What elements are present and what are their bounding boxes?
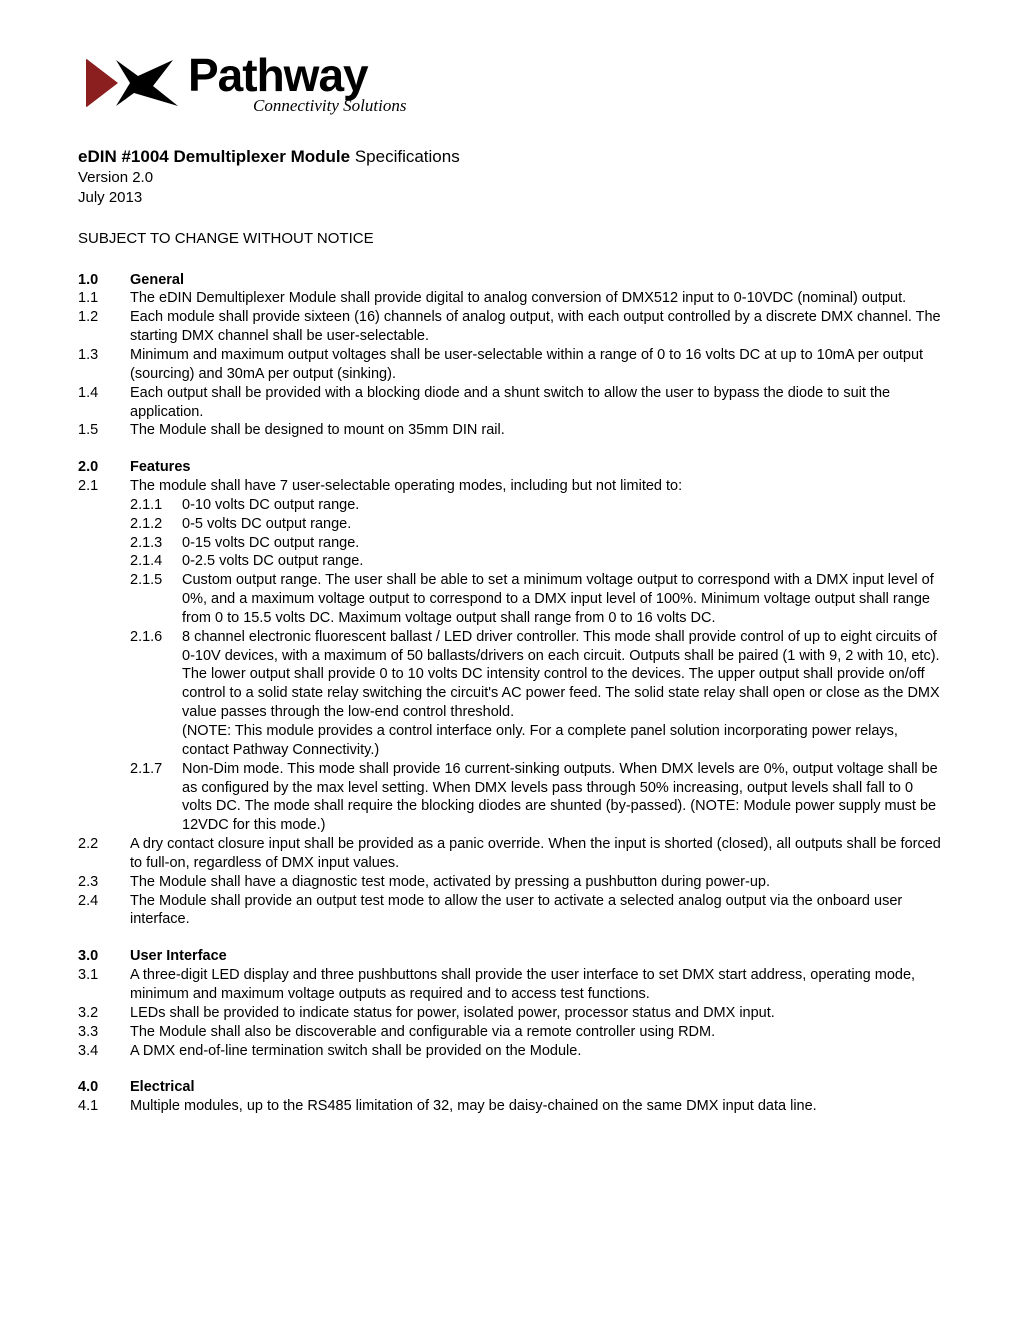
item-text: Multiple modules, up to the RS485 limita…: [130, 1097, 942, 1116]
section-number: 2.0: [78, 458, 130, 477]
spec-subitem: 2.1.68 channel electronic fluorescent ba…: [130, 628, 942, 760]
section-number: 3.0: [78, 947, 130, 966]
section-heading: 1.0General: [78, 271, 942, 290]
subitem-number: 2.1.1: [130, 496, 182, 515]
subitem-number: 2.1.6: [130, 628, 182, 647]
svg-text:Connectivity Solutions: Connectivity Solutions: [253, 96, 407, 115]
change-notice: SUBJECT TO CHANGE WITHOUT NOTICE: [78, 229, 942, 249]
item-number: 2.1: [78, 477, 130, 496]
subitem-number: 2.1.4: [130, 552, 182, 571]
item-text: The eDIN Demultiplexer Module shall prov…: [130, 289, 942, 308]
spec-item: 1.1The eDIN Demultiplexer Module shall p…: [78, 289, 942, 308]
spec-subitem: 2.1.5Custom output range. The user shall…: [130, 571, 942, 628]
version: Version 2.0: [78, 168, 942, 188]
date: July 2013: [78, 188, 942, 208]
item-number: 4.1: [78, 1097, 130, 1116]
item-number: 3.4: [78, 1042, 130, 1061]
subitem-text: 0-5 volts DC output range.: [182, 515, 942, 534]
item-number: 3.3: [78, 1023, 130, 1042]
spec-item: 4.1Multiple modules, up to the RS485 lim…: [78, 1097, 942, 1116]
subitem-number: 2.1.3: [130, 534, 182, 553]
subitem-number: 2.1.7: [130, 760, 182, 779]
item-number: 1.5: [78, 421, 130, 440]
item-number: 3.1: [78, 966, 130, 985]
item-number: 2.4: [78, 892, 130, 911]
item-text: A three-digit LED display and three push…: [130, 966, 942, 1004]
item-text: The Module shall provide an output test …: [130, 892, 942, 930]
item-text: The Module shall be designed to mount on…: [130, 421, 942, 440]
spec-item: 3.3The Module shall also be discoverable…: [78, 1023, 942, 1042]
item-text: A dry contact closure input shall be pro…: [130, 835, 942, 873]
section-number: 4.0: [78, 1078, 130, 1097]
spec-subitem: 2.1.20-5 volts DC output range.: [130, 515, 942, 534]
section-heading: 3.0User Interface: [78, 947, 942, 966]
document-title: eDIN #1004 Demultiplexer Module Specific…: [78, 146, 942, 168]
spec-item: 1.4Each output shall be provided with a …: [78, 384, 942, 422]
subitem-text: 0-15 volts DC output range.: [182, 534, 942, 553]
item-text: The Module shall also be discoverable an…: [130, 1023, 942, 1042]
title-reg: Specifications: [350, 147, 460, 166]
section-title: Electrical: [130, 1078, 942, 1097]
item-text: LEDs shall be provided to indicate statu…: [130, 1004, 942, 1023]
subitem-number: 2.1.2: [130, 515, 182, 534]
item-text: The Module shall have a diagnostic test …: [130, 873, 942, 892]
item-text: Each output shall be provided with a blo…: [130, 384, 942, 422]
subitem-text: 0-10 volts DC output range.: [182, 496, 942, 515]
item-text: The module shall have 7 user-selectable …: [130, 477, 942, 496]
company-logo: Pathway Connectivity Solutions: [78, 48, 942, 118]
section-heading: 2.0Features: [78, 458, 942, 477]
spec-item: 3.2LEDs shall be provided to indicate st…: [78, 1004, 942, 1023]
item-number: 1.1: [78, 289, 130, 308]
section-number: 1.0: [78, 271, 130, 290]
item-number: 3.2: [78, 1004, 130, 1023]
spec-item: 2.3The Module shall have a diagnostic te…: [78, 873, 942, 892]
item-text: Each module shall provide sixteen (16) c…: [130, 308, 942, 346]
subitem-text: Custom output range. The user shall be a…: [182, 571, 942, 628]
item-text: A DMX end-of-line termination switch sha…: [130, 1042, 942, 1061]
spec-item: 3.4A DMX end-of-line termination switch …: [78, 1042, 942, 1061]
spec-subitem: 2.1.7Non-Dim mode. This mode shall provi…: [130, 760, 942, 835]
section-title: General: [130, 271, 942, 290]
svg-text:Pathway: Pathway: [188, 49, 369, 101]
spec-subitem: 2.1.10-10 volts DC output range.: [130, 496, 942, 515]
spec-item: 3.1A three-digit LED display and three p…: [78, 966, 942, 1004]
spec-item: 1.3Minimum and maximum output voltages s…: [78, 346, 942, 384]
subitem-text: 0-2.5 volts DC output range.: [182, 552, 942, 571]
title-bold: eDIN #1004 Demultiplexer Module: [78, 147, 350, 166]
spec-item: 1.5The Module shall be designed to mount…: [78, 421, 942, 440]
spec-item: 2.4The Module shall provide an output te…: [78, 892, 942, 930]
item-number: 1.3: [78, 346, 130, 365]
item-number: 2.2: [78, 835, 130, 854]
subitem-number: 2.1.5: [130, 571, 182, 590]
item-number: 1.2: [78, 308, 130, 327]
subitem-text: Non-Dim mode. This mode shall provide 16…: [182, 760, 942, 835]
subitem-text: 8 channel electronic fluorescent ballast…: [182, 628, 942, 760]
section-title: User Interface: [130, 947, 942, 966]
spec-item: 2.1The module shall have 7 user-selectab…: [78, 477, 942, 496]
spec-item: 2.2A dry contact closure input shall be …: [78, 835, 942, 873]
spec-subitem: 2.1.30-15 volts DC output range.: [130, 534, 942, 553]
section-title: Features: [130, 458, 942, 477]
section-heading: 4.0Electrical: [78, 1078, 942, 1097]
spec-subitem: 2.1.40-2.5 volts DC output range.: [130, 552, 942, 571]
item-number: 1.4: [78, 384, 130, 403]
item-number: 2.3: [78, 873, 130, 892]
item-text: Minimum and maximum output voltages shal…: [130, 346, 942, 384]
spec-item: 1.2Each module shall provide sixteen (16…: [78, 308, 942, 346]
